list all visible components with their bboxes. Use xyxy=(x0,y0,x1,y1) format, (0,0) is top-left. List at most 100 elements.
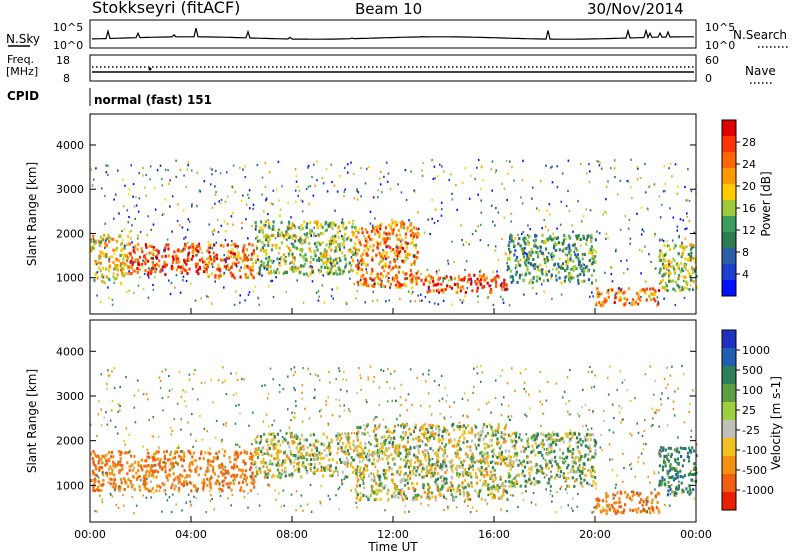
heatmap-cell xyxy=(436,483,439,487)
heatmap-speckle xyxy=(644,162,646,165)
heatmap-cell xyxy=(517,242,520,246)
heatmap-cell xyxy=(373,444,376,448)
heatmap-speckle xyxy=(610,266,613,269)
heatmap-cell xyxy=(496,483,499,487)
heatmap-cell xyxy=(439,446,442,450)
heatmap-cell xyxy=(130,272,133,275)
heatmap-cell xyxy=(389,285,392,288)
heatmap-speckle xyxy=(290,216,292,219)
heatmap-cell xyxy=(357,263,360,267)
heatmap-speckle xyxy=(494,379,497,382)
heatmap-cell xyxy=(561,451,565,455)
heatmap-cell xyxy=(258,448,261,452)
heatmap-cell xyxy=(533,483,536,487)
heatmap-cell xyxy=(555,473,558,477)
heatmap-cell xyxy=(347,440,350,444)
heatmap-cell xyxy=(431,276,435,280)
heatmap-speckle xyxy=(245,203,248,206)
heatmap-cell xyxy=(604,300,607,304)
heatmap-speckle xyxy=(669,207,671,210)
heatmap-cell xyxy=(530,465,533,469)
heatmap-cell xyxy=(243,473,247,477)
heatmap-cell xyxy=(504,449,507,453)
heatmap-cell xyxy=(390,467,393,471)
heatmap-cell xyxy=(453,497,456,501)
heatmap-cell xyxy=(359,452,362,456)
heatmap-cell xyxy=(427,461,431,465)
heatmap-cell xyxy=(506,287,509,291)
heatmap-cell xyxy=(493,486,496,490)
heatmap-cell xyxy=(151,464,154,468)
heatmap-cell xyxy=(525,259,528,262)
heatmap-cell xyxy=(496,487,499,491)
heatmap-speckle xyxy=(359,278,362,281)
heatmap-speckle xyxy=(283,504,285,507)
heatmap-cell xyxy=(456,486,459,490)
heatmap-cell xyxy=(586,235,589,239)
heatmap-speckle xyxy=(249,207,251,210)
heatmap-speckle xyxy=(415,244,417,247)
heatmap-speckle xyxy=(127,221,130,224)
heatmap-speckle xyxy=(440,214,443,217)
heatmap-cell xyxy=(637,294,640,297)
heatmap-cell xyxy=(566,264,569,268)
heatmap-cell xyxy=(173,487,176,491)
heatmap-speckle xyxy=(167,169,169,172)
heatmap-cell xyxy=(242,460,245,464)
heatmap-speckle xyxy=(683,246,686,249)
heatmap-cell xyxy=(346,464,349,468)
heatmap-cell xyxy=(263,432,266,436)
heatmap-cell xyxy=(507,433,511,437)
heatmap-cell xyxy=(675,449,678,453)
heatmap-cell xyxy=(629,508,632,512)
heatmap-speckle xyxy=(480,269,482,272)
heatmap-cell xyxy=(214,275,217,279)
heatmap-speckle xyxy=(248,291,251,294)
heatmap-speckle xyxy=(328,271,331,274)
heatmap-speckle xyxy=(239,294,241,297)
heatmap-speckle xyxy=(161,177,163,180)
heatmap-cell xyxy=(578,469,581,473)
heatmap-cell xyxy=(583,253,586,256)
heatmap-cell xyxy=(300,223,303,227)
heatmap-speckle xyxy=(598,232,601,235)
heatmap-cell xyxy=(410,280,413,284)
heatmap-cell xyxy=(610,503,613,507)
heatmap-cell xyxy=(289,449,292,453)
heatmap-cell xyxy=(393,462,396,466)
heatmap-cell xyxy=(198,266,201,270)
heatmap-speckle xyxy=(576,505,579,508)
heatmap-cell xyxy=(372,279,376,282)
heatmap-cell xyxy=(269,265,272,269)
heatmap-speckle xyxy=(308,203,310,206)
heatmap-cell xyxy=(417,448,420,452)
heatmap-cell xyxy=(564,478,567,481)
heatmap-cell xyxy=(651,498,654,502)
heatmap-cell xyxy=(529,482,532,486)
heatmap-speckle xyxy=(373,282,376,286)
heatmap-speckle xyxy=(256,164,259,167)
heatmap-cell xyxy=(536,255,540,259)
heatmap-cell xyxy=(689,258,692,262)
heatmap-cell xyxy=(391,495,394,499)
heatmap-cell xyxy=(404,431,407,435)
heatmap-speckle xyxy=(356,259,359,262)
heatmap-speckle xyxy=(506,198,508,202)
heatmap-speckle xyxy=(544,225,547,228)
heatmap-cell xyxy=(338,245,341,249)
heatmap-cell xyxy=(172,266,175,270)
heatmap-speckle xyxy=(659,239,661,242)
heatmap-cell xyxy=(398,281,401,285)
heatmap-cell xyxy=(258,267,261,271)
heatmap-cell xyxy=(282,459,285,463)
heatmap-cell xyxy=(646,500,649,503)
heatmap-cell xyxy=(391,445,394,449)
heatmap-cell xyxy=(240,451,243,455)
heatmap-cell xyxy=(485,467,488,471)
heatmap-cell xyxy=(370,484,373,488)
heatmap-speckle xyxy=(349,277,351,280)
heatmap-cell xyxy=(508,463,511,467)
heatmap-cell xyxy=(484,483,487,486)
heatmap-speckle xyxy=(95,167,97,170)
heatmap-cell xyxy=(357,266,360,269)
